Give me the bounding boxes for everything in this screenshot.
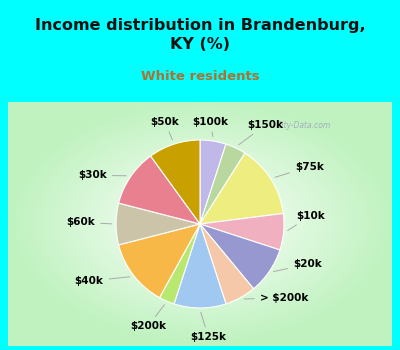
Text: $50k: $50k <box>150 117 179 140</box>
Wedge shape <box>200 144 245 224</box>
Wedge shape <box>119 224 200 298</box>
Text: $200k: $200k <box>130 305 166 331</box>
Wedge shape <box>200 153 283 224</box>
Text: $75k: $75k <box>275 162 324 177</box>
Text: Income distribution in Brandenburg,
KY (%): Income distribution in Brandenburg, KY (… <box>35 18 365 52</box>
Text: $30k: $30k <box>78 170 126 180</box>
Text: $20k: $20k <box>274 259 322 272</box>
Text: $125k: $125k <box>190 312 226 342</box>
Wedge shape <box>200 224 280 289</box>
Text: > $200k: > $200k <box>244 293 308 303</box>
Text: $100k: $100k <box>192 117 228 136</box>
Wedge shape <box>200 140 226 224</box>
Text: $150k: $150k <box>239 120 284 145</box>
Wedge shape <box>151 140 200 224</box>
Wedge shape <box>160 224 200 304</box>
Wedge shape <box>119 156 200 224</box>
Text: $40k: $40k <box>75 276 130 286</box>
Text: $60k: $60k <box>66 217 112 227</box>
Wedge shape <box>200 214 284 250</box>
Wedge shape <box>200 224 254 304</box>
Text: White residents: White residents <box>141 70 259 83</box>
Text: $10k: $10k <box>288 211 325 231</box>
Wedge shape <box>116 203 200 245</box>
Text: City-Data.com: City-Data.com <box>277 121 331 130</box>
Wedge shape <box>174 224 226 308</box>
